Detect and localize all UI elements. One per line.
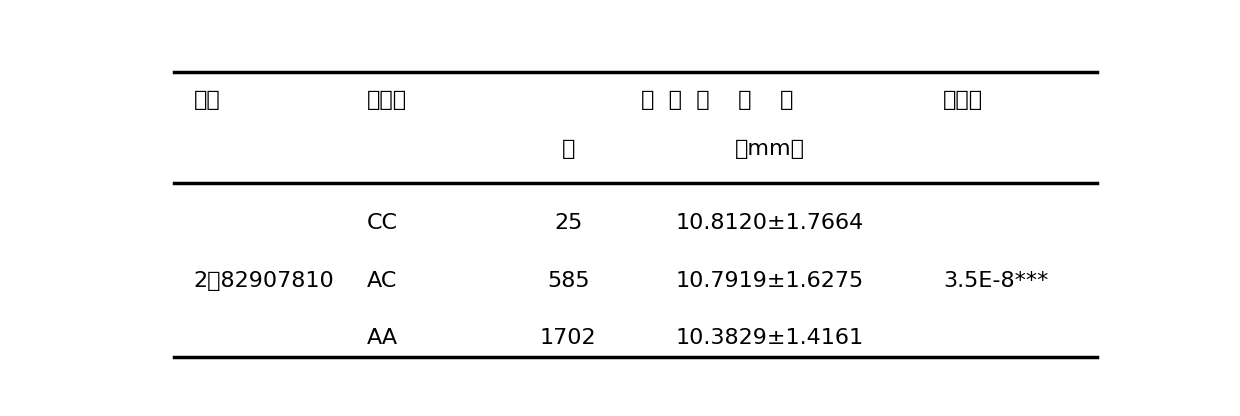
Text: 数: 数 [562,139,575,159]
Text: 1702: 1702 [539,328,596,348]
Text: 2：82907810: 2：82907810 [193,270,335,290]
Text: 10.3829±1.4161: 10.3829±1.4161 [676,328,864,348]
Text: 显著性: 显著性 [942,89,983,109]
Text: 位置: 位置 [193,89,221,109]
Text: 25: 25 [554,213,583,233]
Text: AC: AC [367,270,397,290]
Text: 个  体  背    腰    厚: 个 体 背 腰 厚 [641,89,794,109]
Text: 10.7919±1.6275: 10.7919±1.6275 [676,270,864,290]
Text: 基因型: 基因型 [367,89,407,109]
Text: 3.5E-8***: 3.5E-8*** [942,270,1048,290]
Text: CC: CC [367,213,397,233]
Text: AA: AA [367,328,398,348]
Text: 585: 585 [547,270,589,290]
Text: （mm）: （mm） [735,139,805,159]
Text: 10.8120±1.7664: 10.8120±1.7664 [676,213,864,233]
